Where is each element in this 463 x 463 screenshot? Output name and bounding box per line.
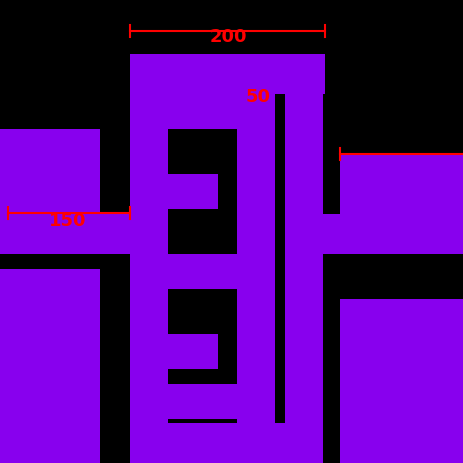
Text: 200: 200 [209, 28, 246, 46]
Bar [168, 384, 237, 419]
Bar [322, 214, 463, 255]
Bar [168, 95, 237, 130]
Bar [130, 423, 322, 463]
Text: 150: 150 [49, 212, 87, 230]
Bar [130, 55, 324, 95]
Bar [237, 95, 275, 423]
Bar [339, 300, 463, 463]
Bar [284, 55, 322, 463]
Bar [168, 334, 218, 369]
Bar [168, 255, 237, 289]
Bar [0, 269, 100, 463]
Bar [0, 130, 100, 230]
Bar [339, 155, 463, 255]
Bar [130, 55, 168, 463]
Bar [0, 214, 130, 255]
Text: 50: 50 [245, 88, 270, 106]
Bar [168, 175, 218, 210]
